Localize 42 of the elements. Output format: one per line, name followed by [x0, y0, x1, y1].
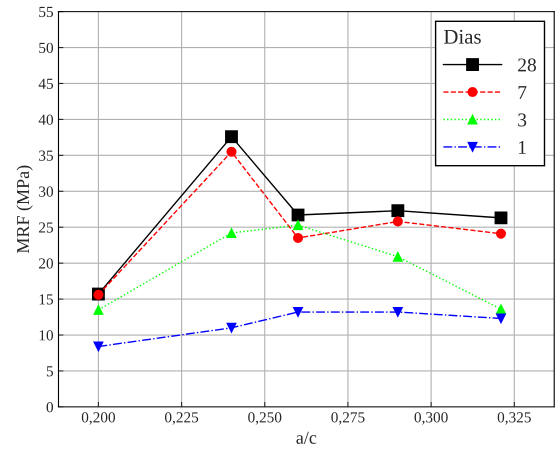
point	[226, 228, 237, 238]
legend-label: 28	[518, 58, 536, 72]
point	[226, 322, 237, 333]
point	[496, 313, 506, 324]
x-axis-title: a/c	[296, 432, 316, 444]
x-tick-label: 0,300	[414, 412, 448, 425]
y-tick-label: 20	[39, 258, 54, 269]
y-axis-title: MRF (MPa)	[16, 166, 33, 254]
x-tick-label: 0,225	[164, 412, 198, 425]
x-tick-label: 0,325	[498, 412, 531, 425]
point	[226, 146, 237, 157]
legend-title: Dias	[444, 30, 481, 44]
point	[496, 228, 506, 239]
y-tick-label: 5	[46, 366, 54, 376]
x-tick-label: 0,275	[331, 412, 365, 425]
point	[293, 220, 304, 230]
y-tick-label: 40	[38, 114, 54, 125]
point	[392, 306, 403, 318]
y-tick-label: 45	[38, 78, 54, 89]
y-tick-label: 0	[46, 402, 54, 412]
point	[293, 306, 304, 318]
y-tick-label: 15	[40, 294, 54, 305]
y-tick-label: 50	[39, 42, 54, 54]
y-tick-label: 25	[39, 222, 54, 233]
point	[293, 232, 304, 244]
x-tick-label: 0,250	[248, 412, 282, 425]
x-tick-label: 0,200	[82, 412, 116, 425]
point	[391, 204, 404, 218]
point	[392, 252, 403, 262]
y-tick-label: 10	[40, 330, 54, 340]
point	[93, 304, 104, 315]
legend-label: 7	[518, 86, 526, 99]
point	[292, 208, 304, 222]
y-tick-label: 55	[39, 6, 54, 18]
point	[392, 216, 403, 226]
point	[93, 341, 104, 352]
legend-label: 1	[518, 140, 526, 154]
y-tick-label: 35	[39, 150, 54, 161]
legend-label: 3	[518, 113, 526, 126]
y-tick-label: 30	[39, 186, 54, 197]
point	[225, 130, 238, 144]
point	[494, 211, 508, 224]
